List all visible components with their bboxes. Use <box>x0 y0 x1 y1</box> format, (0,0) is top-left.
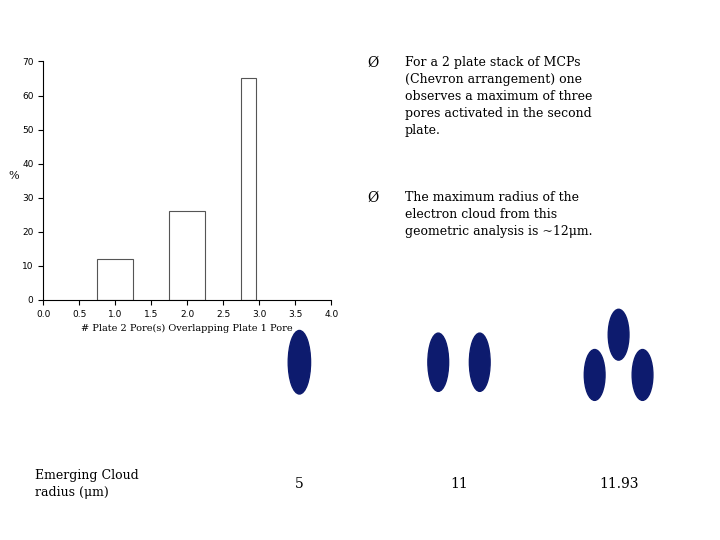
Ellipse shape <box>632 349 653 400</box>
Bar <box>169 211 205 300</box>
Text: The maximum radius of the
electron cloud from this
geometric analysis is ~12μm.: The maximum radius of the electron cloud… <box>405 191 593 238</box>
Text: 2: 2 <box>454 428 464 442</box>
Ellipse shape <box>428 333 449 392</box>
Y-axis label: %: % <box>9 171 19 181</box>
Text: 11.93: 11.93 <box>599 477 639 491</box>
Text: Indiana University: Indiana University <box>252 517 410 531</box>
Text: For a 2 plate stack of MCPs
(Chevron arrangement) one
observes a maximum of thre: For a 2 plate stack of MCPs (Chevron arr… <box>405 56 593 137</box>
Text: Ø: Ø <box>367 191 378 205</box>
Bar <box>97 259 133 300</box>
Text: 11: 11 <box>450 477 468 491</box>
Bar <box>241 78 256 300</box>
Text: # Pores: # Pores <box>55 428 115 442</box>
Text: Emerging Cloud
radius (μm): Emerging Cloud radius (μm) <box>35 469 139 500</box>
Text: 5: 5 <box>295 477 304 491</box>
Text: R.T. deSouza: R.T. deSouza <box>43 517 152 531</box>
Ellipse shape <box>608 309 629 360</box>
Text: 1: 1 <box>294 428 305 442</box>
Text: Simulating the growth of the electron cloud: Simulating the growth of the electron cl… <box>69 11 651 35</box>
Ellipse shape <box>288 330 310 394</box>
Ellipse shape <box>469 333 490 392</box>
Text: Ø: Ø <box>367 56 378 70</box>
Text: 3: 3 <box>613 428 624 442</box>
Ellipse shape <box>585 349 605 400</box>
X-axis label: # Plate 2 Pore(s) Overlapping Plate 1 Pore: # Plate 2 Pore(s) Overlapping Plate 1 Po… <box>81 324 293 333</box>
